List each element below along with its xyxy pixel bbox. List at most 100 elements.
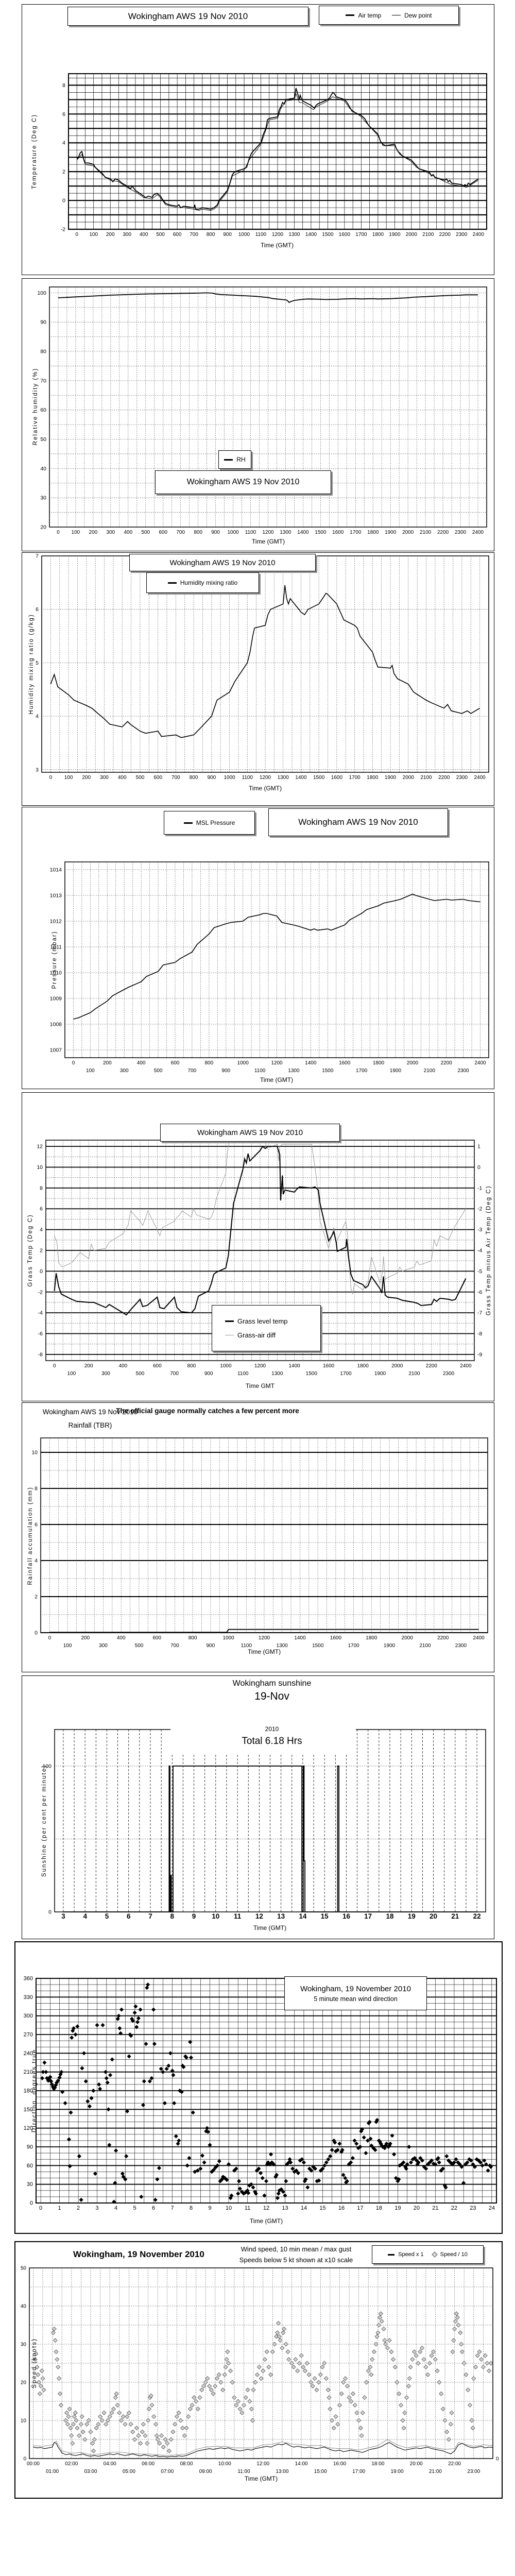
svg-text:2400: 2400 xyxy=(460,1363,472,1369)
chart-title: Wokingham AWS 19 Nov 2010 xyxy=(268,808,448,836)
svg-text:800: 800 xyxy=(194,530,202,535)
svg-text:40: 40 xyxy=(40,466,46,472)
svg-text:10:00: 10:00 xyxy=(218,2461,231,2467)
svg-text:-6: -6 xyxy=(477,1289,482,1295)
svg-text:2300: 2300 xyxy=(457,1068,469,1074)
svg-text:12: 12 xyxy=(255,1912,263,1920)
svg-text:-8: -8 xyxy=(477,1331,482,1337)
svg-text:270: 270 xyxy=(24,2032,33,2038)
y-axis-label: Sunshine (per cent per minute) xyxy=(41,1765,47,1877)
svg-text:300: 300 xyxy=(123,232,131,238)
svg-text:21: 21 xyxy=(451,1912,459,1920)
svg-text:0: 0 xyxy=(48,1909,52,1916)
svg-text:22: 22 xyxy=(451,2205,457,2211)
panel-sunshine: 3 4 5 6 7 8 9 10 11 12 13 14 15 16 17 18 19 20 21 22 0 100 Wo… xyxy=(22,1675,494,1939)
svg-text:330: 330 xyxy=(24,1994,33,2001)
tick-labels: 3 4 5 6 7 8 9 10 11 12 13 14 15 16 17 18 19 20 21 22 0 100 xyxy=(42,1763,480,1920)
svg-text:40: 40 xyxy=(21,2304,27,2310)
svg-text:1000: 1000 xyxy=(227,530,239,535)
svg-text:4: 4 xyxy=(40,1227,43,1233)
svg-text:100: 100 xyxy=(89,232,98,238)
svg-text:1900: 1900 xyxy=(389,232,401,238)
svg-text:1700: 1700 xyxy=(350,530,362,535)
svg-text:8: 8 xyxy=(35,1486,38,1492)
chart-title: Wokingham, 19 November 2010 xyxy=(300,1984,411,1993)
svg-text:1500: 1500 xyxy=(322,232,334,238)
wind-speed-chart: 00:00 01:00 02:00 03:00 04:00 05:00 06:00 07:00… xyxy=(21,2266,499,2475)
svg-text:1200: 1200 xyxy=(260,775,271,781)
svg-text:600: 600 xyxy=(171,1060,180,1066)
svg-text:100: 100 xyxy=(72,530,80,535)
svg-text:2400: 2400 xyxy=(474,1060,486,1066)
svg-text:10: 10 xyxy=(31,1450,38,1456)
svg-text:3: 3 xyxy=(96,2205,99,2211)
svg-text:1300: 1300 xyxy=(277,1643,288,1649)
svg-text:2400: 2400 xyxy=(473,232,485,238)
svg-text:240: 240 xyxy=(24,2050,33,2057)
panel-msl-pressure: 0 100 200 300 400 500 600 700 800 900 1000 1100 1200… xyxy=(22,807,494,1089)
svg-text:20: 20 xyxy=(430,1912,437,1920)
svg-text:2200: 2200 xyxy=(439,232,451,238)
svg-text:1400: 1400 xyxy=(297,530,309,535)
svg-text:13: 13 xyxy=(277,1912,285,1920)
svg-text:100: 100 xyxy=(86,1068,95,1074)
svg-text:1800: 1800 xyxy=(367,775,379,781)
svg-text:19: 19 xyxy=(394,2205,401,2211)
svg-text:11: 11 xyxy=(234,1912,242,1920)
svg-text:3: 3 xyxy=(61,1912,65,1920)
svg-text:8: 8 xyxy=(190,2205,193,2211)
svg-text:-9: -9 xyxy=(477,1351,482,1358)
legend-label: Dew point xyxy=(404,11,432,19)
svg-text:30: 30 xyxy=(40,495,46,501)
tick-labels: 0 100 200 300 400 500 600 700 800 900 1000 1100 1200… xyxy=(50,867,486,1074)
svg-text:2300: 2300 xyxy=(455,530,467,535)
svg-text:90: 90 xyxy=(40,319,46,326)
svg-text:60: 60 xyxy=(40,407,46,413)
svg-text:1500: 1500 xyxy=(315,530,327,535)
svg-text:700: 700 xyxy=(170,1643,179,1649)
svg-text:200: 200 xyxy=(81,1635,90,1641)
svg-text:1600: 1600 xyxy=(339,232,351,238)
svg-text:30: 30 xyxy=(27,2181,33,2188)
svg-text:1000: 1000 xyxy=(224,775,235,781)
svg-text:1100: 1100 xyxy=(237,1371,249,1377)
svg-text:2300: 2300 xyxy=(456,232,468,238)
svg-text:0: 0 xyxy=(30,2200,33,2207)
svg-text:500: 500 xyxy=(154,1068,163,1074)
svg-text:500: 500 xyxy=(156,232,165,238)
svg-text:700: 700 xyxy=(188,1068,197,1074)
svg-text:9: 9 xyxy=(208,2205,211,2211)
hmr-line-swatch xyxy=(167,582,177,584)
svg-text:2000: 2000 xyxy=(407,1060,419,1066)
relative-humidity-chart: 0 100 200 300 400 500 600 700 800 900 1000 1100 1200… xyxy=(37,286,487,535)
svg-text:210: 210 xyxy=(24,2069,33,2075)
svg-text:1013: 1013 xyxy=(50,893,62,899)
grid xyxy=(41,555,489,772)
svg-text:0: 0 xyxy=(39,2205,42,2211)
svg-text:7: 7 xyxy=(36,553,39,560)
legend-label: Speed / 10 xyxy=(440,2251,468,2258)
svg-text:0: 0 xyxy=(477,1164,480,1171)
air-temp-line-swatch xyxy=(346,14,355,16)
svg-text:0: 0 xyxy=(75,232,78,238)
grid xyxy=(55,1730,486,1912)
svg-text:00:00: 00:00 xyxy=(27,2461,40,2467)
svg-text:2000: 2000 xyxy=(403,775,415,781)
svg-text:2300: 2300 xyxy=(456,775,468,781)
svg-text:2: 2 xyxy=(35,1594,38,1600)
svg-text:100: 100 xyxy=(37,290,46,296)
svg-text:900: 900 xyxy=(206,1643,215,1649)
svg-text:12: 12 xyxy=(37,1144,43,1150)
legend-label: RH xyxy=(236,456,246,463)
svg-text:1100: 1100 xyxy=(255,232,267,238)
svg-text:10: 10 xyxy=(21,2418,27,2424)
svg-text:400: 400 xyxy=(118,1363,127,1369)
svg-text:500: 500 xyxy=(141,530,150,535)
panel-grass-temp: 0 100 200 300 400 500 600 700 800 900 1000 1100 1200… xyxy=(22,1092,494,1401)
svg-text:1100: 1100 xyxy=(254,1068,266,1074)
chart-title: Wokingham AWS 19 Nov 2010 xyxy=(67,7,308,26)
svg-text:13:00: 13:00 xyxy=(276,2469,288,2475)
svg-text:2300: 2300 xyxy=(455,1643,467,1649)
rh-line-swatch xyxy=(224,459,233,461)
series-group xyxy=(40,1982,493,2204)
